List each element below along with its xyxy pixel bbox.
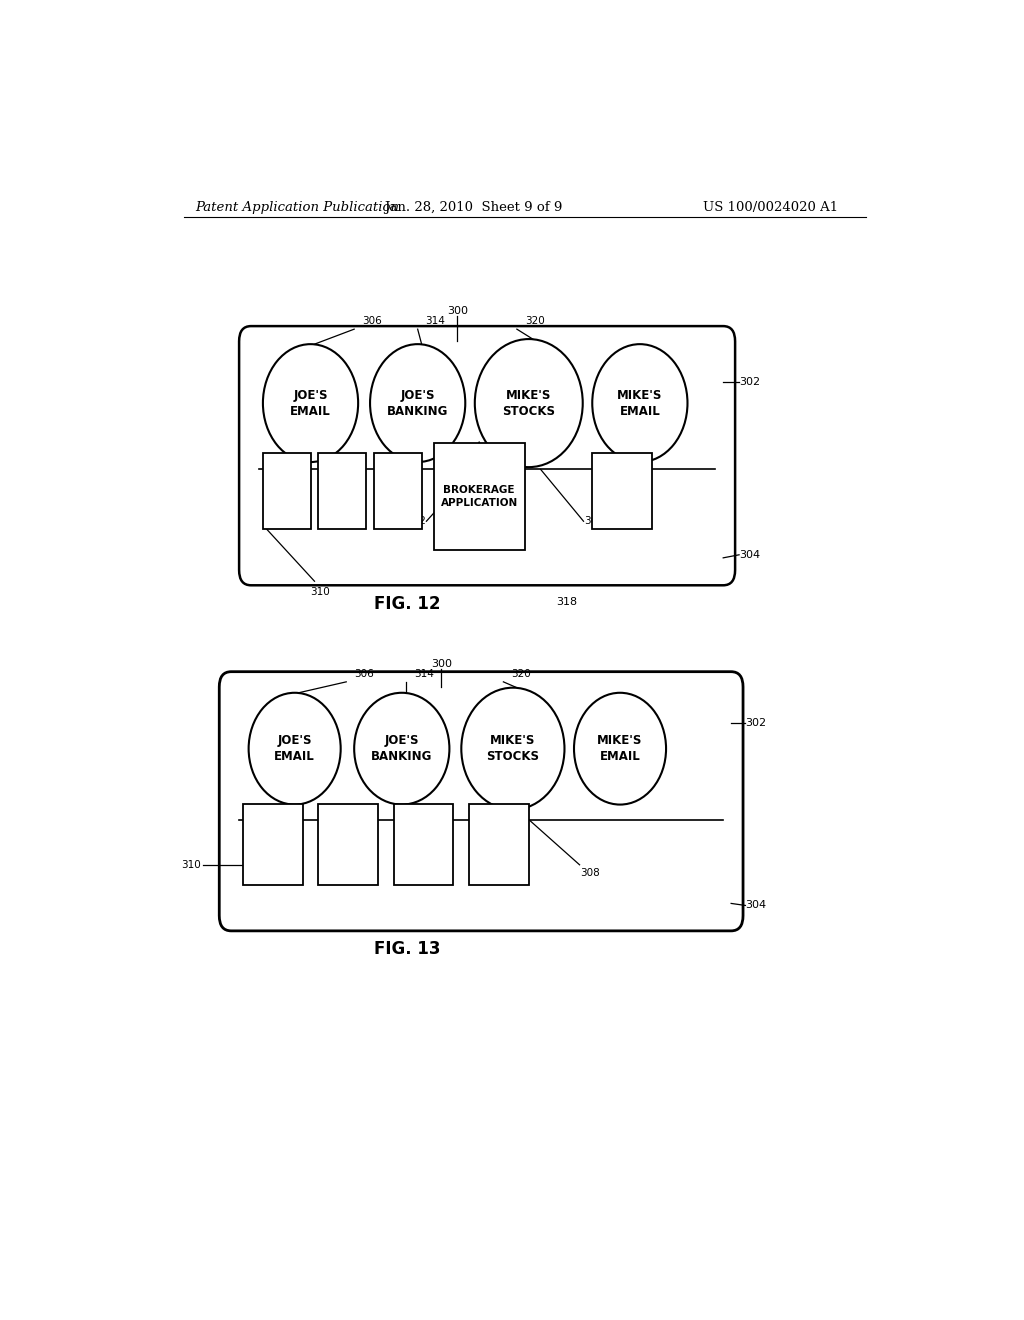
FancyBboxPatch shape	[219, 672, 743, 931]
Text: BROKERAGE
APPLICATION: BROKERAGE APPLICATION	[440, 486, 518, 508]
Text: JOE'S
EMAIL: JOE'S EMAIL	[290, 388, 331, 417]
Text: 308: 308	[581, 867, 600, 878]
FancyBboxPatch shape	[240, 326, 735, 585]
Text: 320: 320	[511, 669, 531, 678]
Text: FIG. 12: FIG. 12	[374, 594, 440, 612]
Bar	[394, 804, 454, 886]
Bar	[592, 453, 651, 529]
Text: FIG. 13: FIG. 13	[374, 940, 440, 958]
Ellipse shape	[574, 693, 666, 805]
Text: 302: 302	[745, 718, 767, 727]
Bar	[433, 444, 524, 549]
Ellipse shape	[370, 345, 465, 462]
Bar	[374, 453, 422, 529]
Ellipse shape	[461, 688, 564, 809]
Text: 300: 300	[446, 306, 468, 315]
Text: MIKE'S
EMAIL: MIKE'S EMAIL	[617, 388, 663, 417]
Text: 322: 322	[406, 516, 426, 527]
Text: 306: 306	[362, 315, 382, 326]
Text: 304: 304	[739, 550, 760, 560]
Text: 308: 308	[585, 516, 604, 527]
Text: 306: 306	[354, 669, 374, 678]
Bar	[469, 804, 528, 886]
Ellipse shape	[249, 693, 341, 805]
Text: Jan. 28, 2010  Sheet 9 of 9: Jan. 28, 2010 Sheet 9 of 9	[384, 201, 562, 214]
Text: MIKE'S
STOCKS: MIKE'S STOCKS	[502, 388, 555, 417]
Text: 300: 300	[431, 659, 452, 669]
Text: MIKE'S
EMAIL: MIKE'S EMAIL	[597, 734, 643, 763]
Ellipse shape	[354, 693, 450, 805]
Bar	[263, 453, 310, 529]
Text: JOE'S
EMAIL: JOE'S EMAIL	[274, 734, 315, 763]
Ellipse shape	[592, 345, 687, 462]
Ellipse shape	[475, 339, 583, 467]
Bar	[318, 453, 367, 529]
Text: 314: 314	[426, 315, 445, 326]
Text: 314: 314	[414, 669, 433, 678]
Text: US 100/0024020 A1: US 100/0024020 A1	[703, 201, 839, 214]
Ellipse shape	[263, 345, 358, 462]
Bar	[243, 804, 303, 886]
Text: 310: 310	[181, 859, 201, 870]
Text: 310: 310	[310, 587, 331, 598]
Bar	[318, 804, 378, 886]
Text: JOE'S
BANKING: JOE'S BANKING	[371, 734, 432, 763]
Text: 318: 318	[557, 597, 578, 607]
Text: Patent Application Publication: Patent Application Publication	[196, 201, 399, 214]
Text: 304: 304	[745, 900, 767, 911]
Text: MIKE'S
STOCKS: MIKE'S STOCKS	[486, 734, 540, 763]
Text: 302: 302	[739, 378, 760, 387]
Text: 320: 320	[524, 315, 545, 326]
Text: JOE'S
BANKING: JOE'S BANKING	[387, 388, 449, 417]
